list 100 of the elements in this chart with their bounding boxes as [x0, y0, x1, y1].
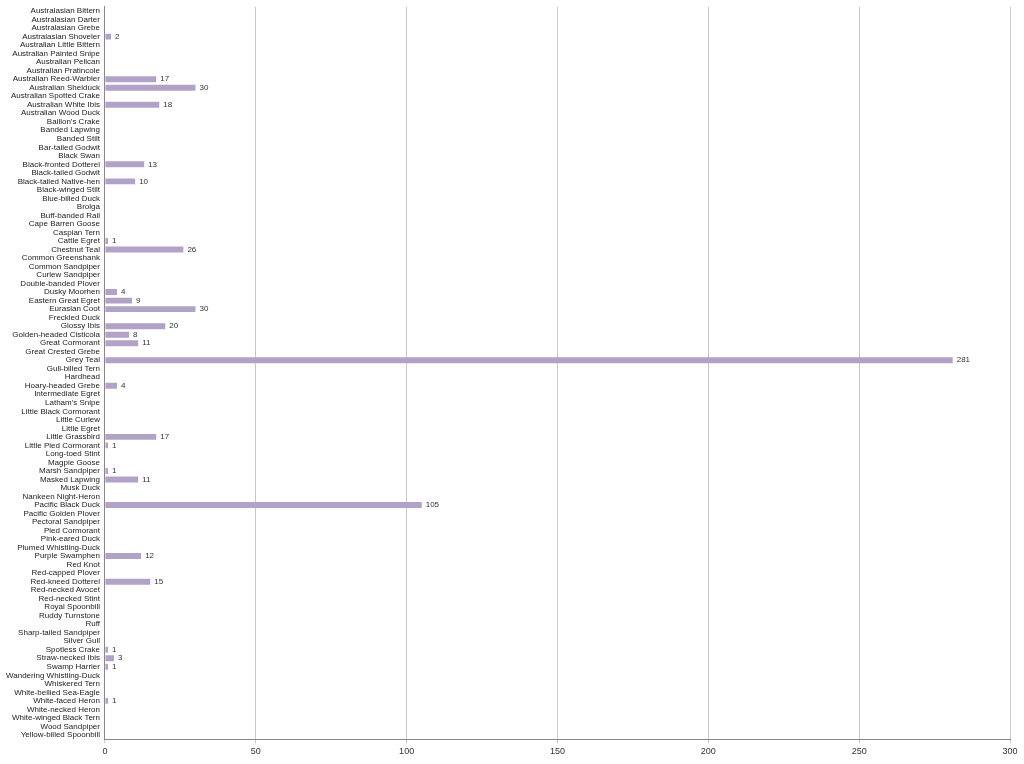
data-label: 11	[142, 338, 151, 348]
y-tick-label: Banded Lapwing	[40, 125, 100, 135]
data-label: 1	[111, 440, 117, 450]
bar	[105, 357, 953, 364]
y-tick-label: Long-toed Stint	[45, 449, 101, 459]
data-label: 18	[163, 99, 173, 109]
y-tick-label: Spotless Crake	[45, 644, 101, 654]
bar	[105, 663, 108, 670]
x-tick-label: 300	[1002, 746, 1018, 757]
data-label: 2	[114, 31, 120, 41]
y-tick-label: Baillon's Crake	[46, 116, 101, 126]
y-tick-label: Wood Sandpiper	[40, 721, 101, 731]
y-tick-label: Banded Stilt	[56, 134, 101, 144]
y-tick-label: Freckled Duck	[48, 312, 101, 322]
y-tick-label: Red Knot	[66, 559, 101, 569]
y-tick-label: Wandering Whistling-Duck	[5, 670, 101, 680]
y-tick-label: Hoary-headed Grebe	[24, 380, 101, 390]
y-tick-label: Australian Pelican	[35, 57, 100, 67]
y-tick-label: Buff-banded Rail	[40, 210, 101, 220]
bar	[105, 697, 108, 704]
y-tick-label: Great Crested Grebe	[25, 346, 101, 356]
data-label: 10	[139, 176, 149, 186]
bar	[105, 476, 139, 483]
bar	[105, 655, 115, 662]
y-tick-label: Chestnut Teal	[51, 244, 101, 254]
data-label: 3	[118, 653, 124, 663]
data-label: 9	[136, 295, 142, 305]
y-tick-label: Australasian Shoveler	[22, 31, 101, 41]
y-tick-label: Golden-headed Cisticola	[12, 329, 101, 339]
x-tick-label: 50	[250, 746, 261, 757]
y-tick-label: Glossy Ibis	[60, 321, 100, 331]
y-tick-label: Australian Reed-Warbler	[12, 74, 101, 84]
bar	[105, 297, 133, 304]
bar	[105, 306, 196, 313]
y-tick-label: Common Greenshank	[21, 253, 101, 263]
y-tick-label: Caspian Tern	[52, 227, 100, 237]
y-tick-label: Little Pied Cormorant	[24, 440, 101, 450]
data-label: 4	[121, 287, 127, 297]
data-label: 17	[160, 432, 170, 442]
bar	[105, 84, 196, 91]
y-tick-label: Straw-necked Ibis	[36, 653, 100, 663]
y-tick-label: Cattle Egret	[57, 236, 101, 246]
data-label: 8	[133, 329, 139, 339]
y-tick-label: White-faced Heron	[33, 696, 100, 706]
y-tick-label: Cape Barren Goose	[28, 219, 101, 229]
y-tick-label: Swamp Harrier	[46, 662, 101, 672]
bar	[105, 178, 136, 185]
y-tick-label: Plumed Whistling-Duck	[17, 542, 101, 552]
y-tick-label: Black-tailed Godwit	[31, 168, 101, 178]
data-label: 30	[199, 82, 209, 92]
y-tick-label: Masked Lapwing	[39, 474, 100, 484]
y-tick-label: White-winged Black Tern	[12, 713, 100, 723]
y-tick-label: Great Cormorant	[39, 338, 101, 348]
y-tick-label: Ruddy Turnstone	[39, 610, 101, 620]
bar	[105, 101, 160, 108]
y-tick-label: Australian Little Bittern	[19, 40, 100, 50]
y-tick-label: Brolga	[76, 202, 101, 212]
y-tick-label: Gull-billed Tern	[46, 363, 100, 373]
y-tick-label: Eastern Great Egret	[28, 295, 101, 305]
data-label: 26	[187, 244, 197, 254]
bar	[105, 553, 142, 560]
y-tick-label: Sharp-tailed Sandpiper	[18, 627, 101, 637]
y-tick-label: Intermediate Egret	[34, 389, 101, 399]
y-tick-label: Dusky Moorhen	[43, 287, 100, 297]
bar	[105, 467, 108, 474]
y-tick-label: Double-banded Plover	[20, 278, 101, 288]
bar	[105, 76, 157, 83]
x-tick-label: 0	[102, 746, 108, 757]
x-tick-label: 250	[851, 746, 867, 757]
x-tick-label: 200	[700, 746, 716, 757]
y-tick-label: Black-tailed Native-hen	[17, 176, 100, 186]
y-tick-label: Australian Shelduck	[29, 82, 101, 92]
y-tick-label: Whiskered Tern	[44, 679, 100, 689]
y-tick-label: Australian White Ibis	[27, 99, 100, 109]
y-tick-label: Australasian Darter	[31, 14, 101, 24]
y-tick-label: Australian Wood Duck	[20, 108, 101, 118]
bar	[105, 646, 108, 653]
y-tick-label: Hardhead	[64, 372, 100, 382]
data-label: 1	[111, 644, 117, 654]
y-tick-label: Musk Duck	[60, 483, 101, 493]
data-label: 1	[111, 466, 117, 476]
y-tick-label: Royal Spoonbill	[44, 602, 101, 612]
y-tick-label: Red-necked Stint	[38, 593, 101, 603]
x-tick-label: 150	[549, 746, 565, 757]
y-tick-label: Red-capped Plover	[31, 568, 101, 578]
y-tick-label: Red-necked Avocet	[30, 585, 101, 595]
y-tick-label: Magpie Goose	[47, 457, 101, 467]
data-label: 281	[956, 355, 971, 365]
y-tick-label: Yellow-billed Spoonbill	[20, 730, 101, 740]
bar	[105, 323, 166, 330]
y-tick-label: Latham's Snipe	[45, 398, 101, 408]
bar	[105, 442, 108, 449]
y-tick-label: Grey Teal	[65, 355, 101, 365]
y-tick-label: Pectoral Sandpiper	[31, 517, 101, 527]
data-label: 1	[111, 662, 117, 672]
y-tick-label: Little Black Cormorant	[21, 406, 101, 416]
y-tick-label: Pied Cormorant	[43, 525, 101, 535]
y-tick-label: Silver Gull	[63, 636, 101, 646]
y-tick-label: Little Grassbird	[46, 432, 100, 442]
y-tick-label: Little Egret	[61, 423, 101, 433]
